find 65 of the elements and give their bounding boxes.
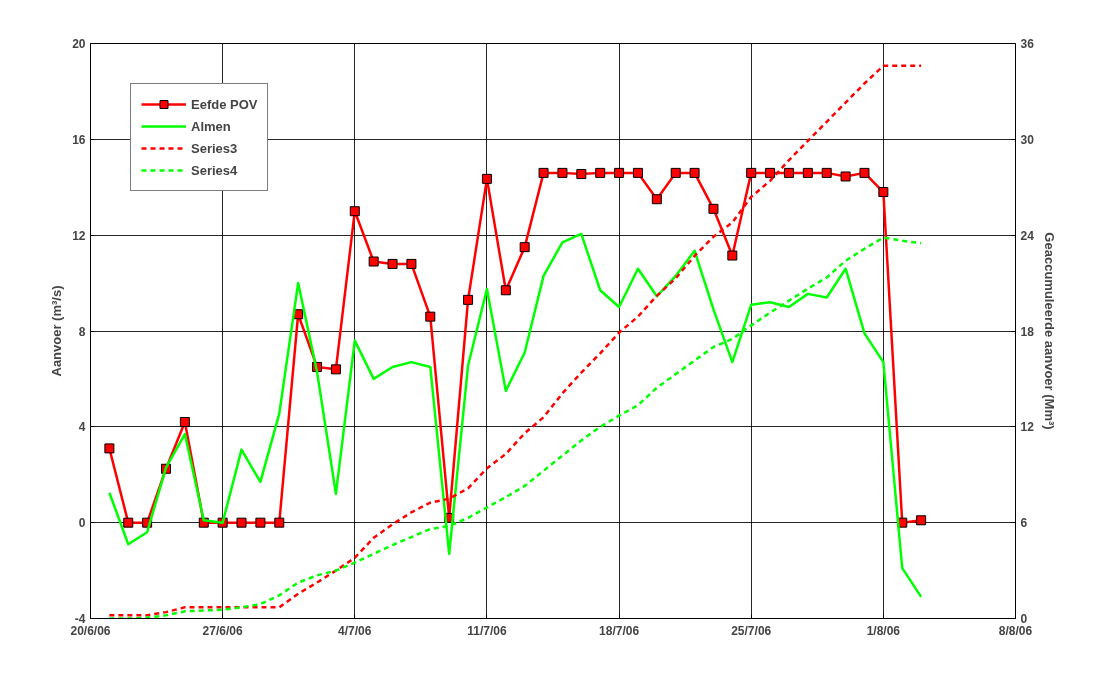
point bbox=[274, 517, 285, 528]
point bbox=[670, 167, 681, 178]
point bbox=[614, 167, 625, 178]
point bbox=[576, 169, 587, 180]
point bbox=[821, 167, 832, 178]
x-tick-label: 4/7/06 bbox=[338, 623, 372, 638]
y-axis-title: Aanvoer (m³/s) bbox=[49, 285, 65, 377]
point bbox=[406, 258, 417, 269]
point bbox=[727, 250, 738, 261]
point bbox=[123, 517, 134, 528]
point bbox=[330, 364, 341, 375]
point bbox=[765, 167, 776, 178]
point bbox=[519, 242, 530, 253]
point bbox=[500, 285, 511, 296]
y2-tick-label: 12 bbox=[1020, 420, 1035, 435]
point bbox=[689, 167, 700, 178]
y-tick-label: 4 bbox=[78, 420, 86, 435]
y2-axis-title: Geaccumuleerde aanvoer (Mm³) bbox=[1041, 232, 1057, 430]
point bbox=[632, 167, 643, 178]
point bbox=[783, 167, 794, 178]
point bbox=[878, 187, 889, 198]
y2-tick-label: 18 bbox=[1020, 324, 1035, 339]
point bbox=[425, 311, 436, 322]
point bbox=[651, 194, 662, 205]
y2-tick-label: 30 bbox=[1020, 132, 1035, 147]
legend-label: Eefde POV bbox=[191, 96, 258, 112]
y2-tick-label: 0 bbox=[1020, 612, 1028, 626]
point bbox=[481, 173, 492, 184]
x-tick-label: 11/7/06 bbox=[467, 623, 507, 638]
x-tick-label: 8/8/06 bbox=[998, 623, 1033, 638]
y-tick-label: 0 bbox=[78, 516, 86, 531]
legend-label: Series3 bbox=[191, 140, 238, 156]
y2-tick-label: 24 bbox=[1020, 228, 1035, 243]
x-tick-label: 27/6/06 bbox=[202, 623, 243, 638]
x-tick-label: 20/6/06 bbox=[70, 623, 111, 638]
point bbox=[387, 258, 398, 269]
point bbox=[595, 167, 606, 178]
point bbox=[746, 167, 757, 178]
point bbox=[538, 167, 549, 178]
point bbox=[463, 294, 474, 305]
y-tick-label: -4 bbox=[74, 612, 86, 626]
point bbox=[557, 167, 568, 178]
point bbox=[916, 515, 927, 526]
y-tick-label: 20 bbox=[72, 37, 86, 51]
x-tick-label: 1/8/06 bbox=[866, 623, 901, 638]
y-tick-label: 12 bbox=[72, 228, 86, 243]
point bbox=[859, 167, 870, 178]
point bbox=[708, 203, 719, 214]
point bbox=[840, 171, 851, 182]
point bbox=[349, 206, 360, 217]
y-tick-label: 16 bbox=[72, 132, 86, 147]
point bbox=[368, 256, 379, 267]
point bbox=[236, 517, 247, 528]
legend-label: Series4 bbox=[191, 162, 238, 178]
point bbox=[104, 443, 115, 454]
line-series bbox=[108, 64, 923, 617]
y-tick-label: 8 bbox=[78, 324, 86, 339]
x-tick-label: 25/7/06 bbox=[731, 623, 772, 638]
point bbox=[179, 417, 190, 428]
x-tick-label: 18/7/06 bbox=[599, 623, 640, 638]
y2-tick-label: 6 bbox=[1020, 516, 1028, 531]
point bbox=[802, 167, 813, 178]
point bbox=[255, 517, 266, 528]
legend-label: Almen bbox=[191, 118, 231, 134]
y2-tick-label: 36 bbox=[1020, 37, 1035, 51]
